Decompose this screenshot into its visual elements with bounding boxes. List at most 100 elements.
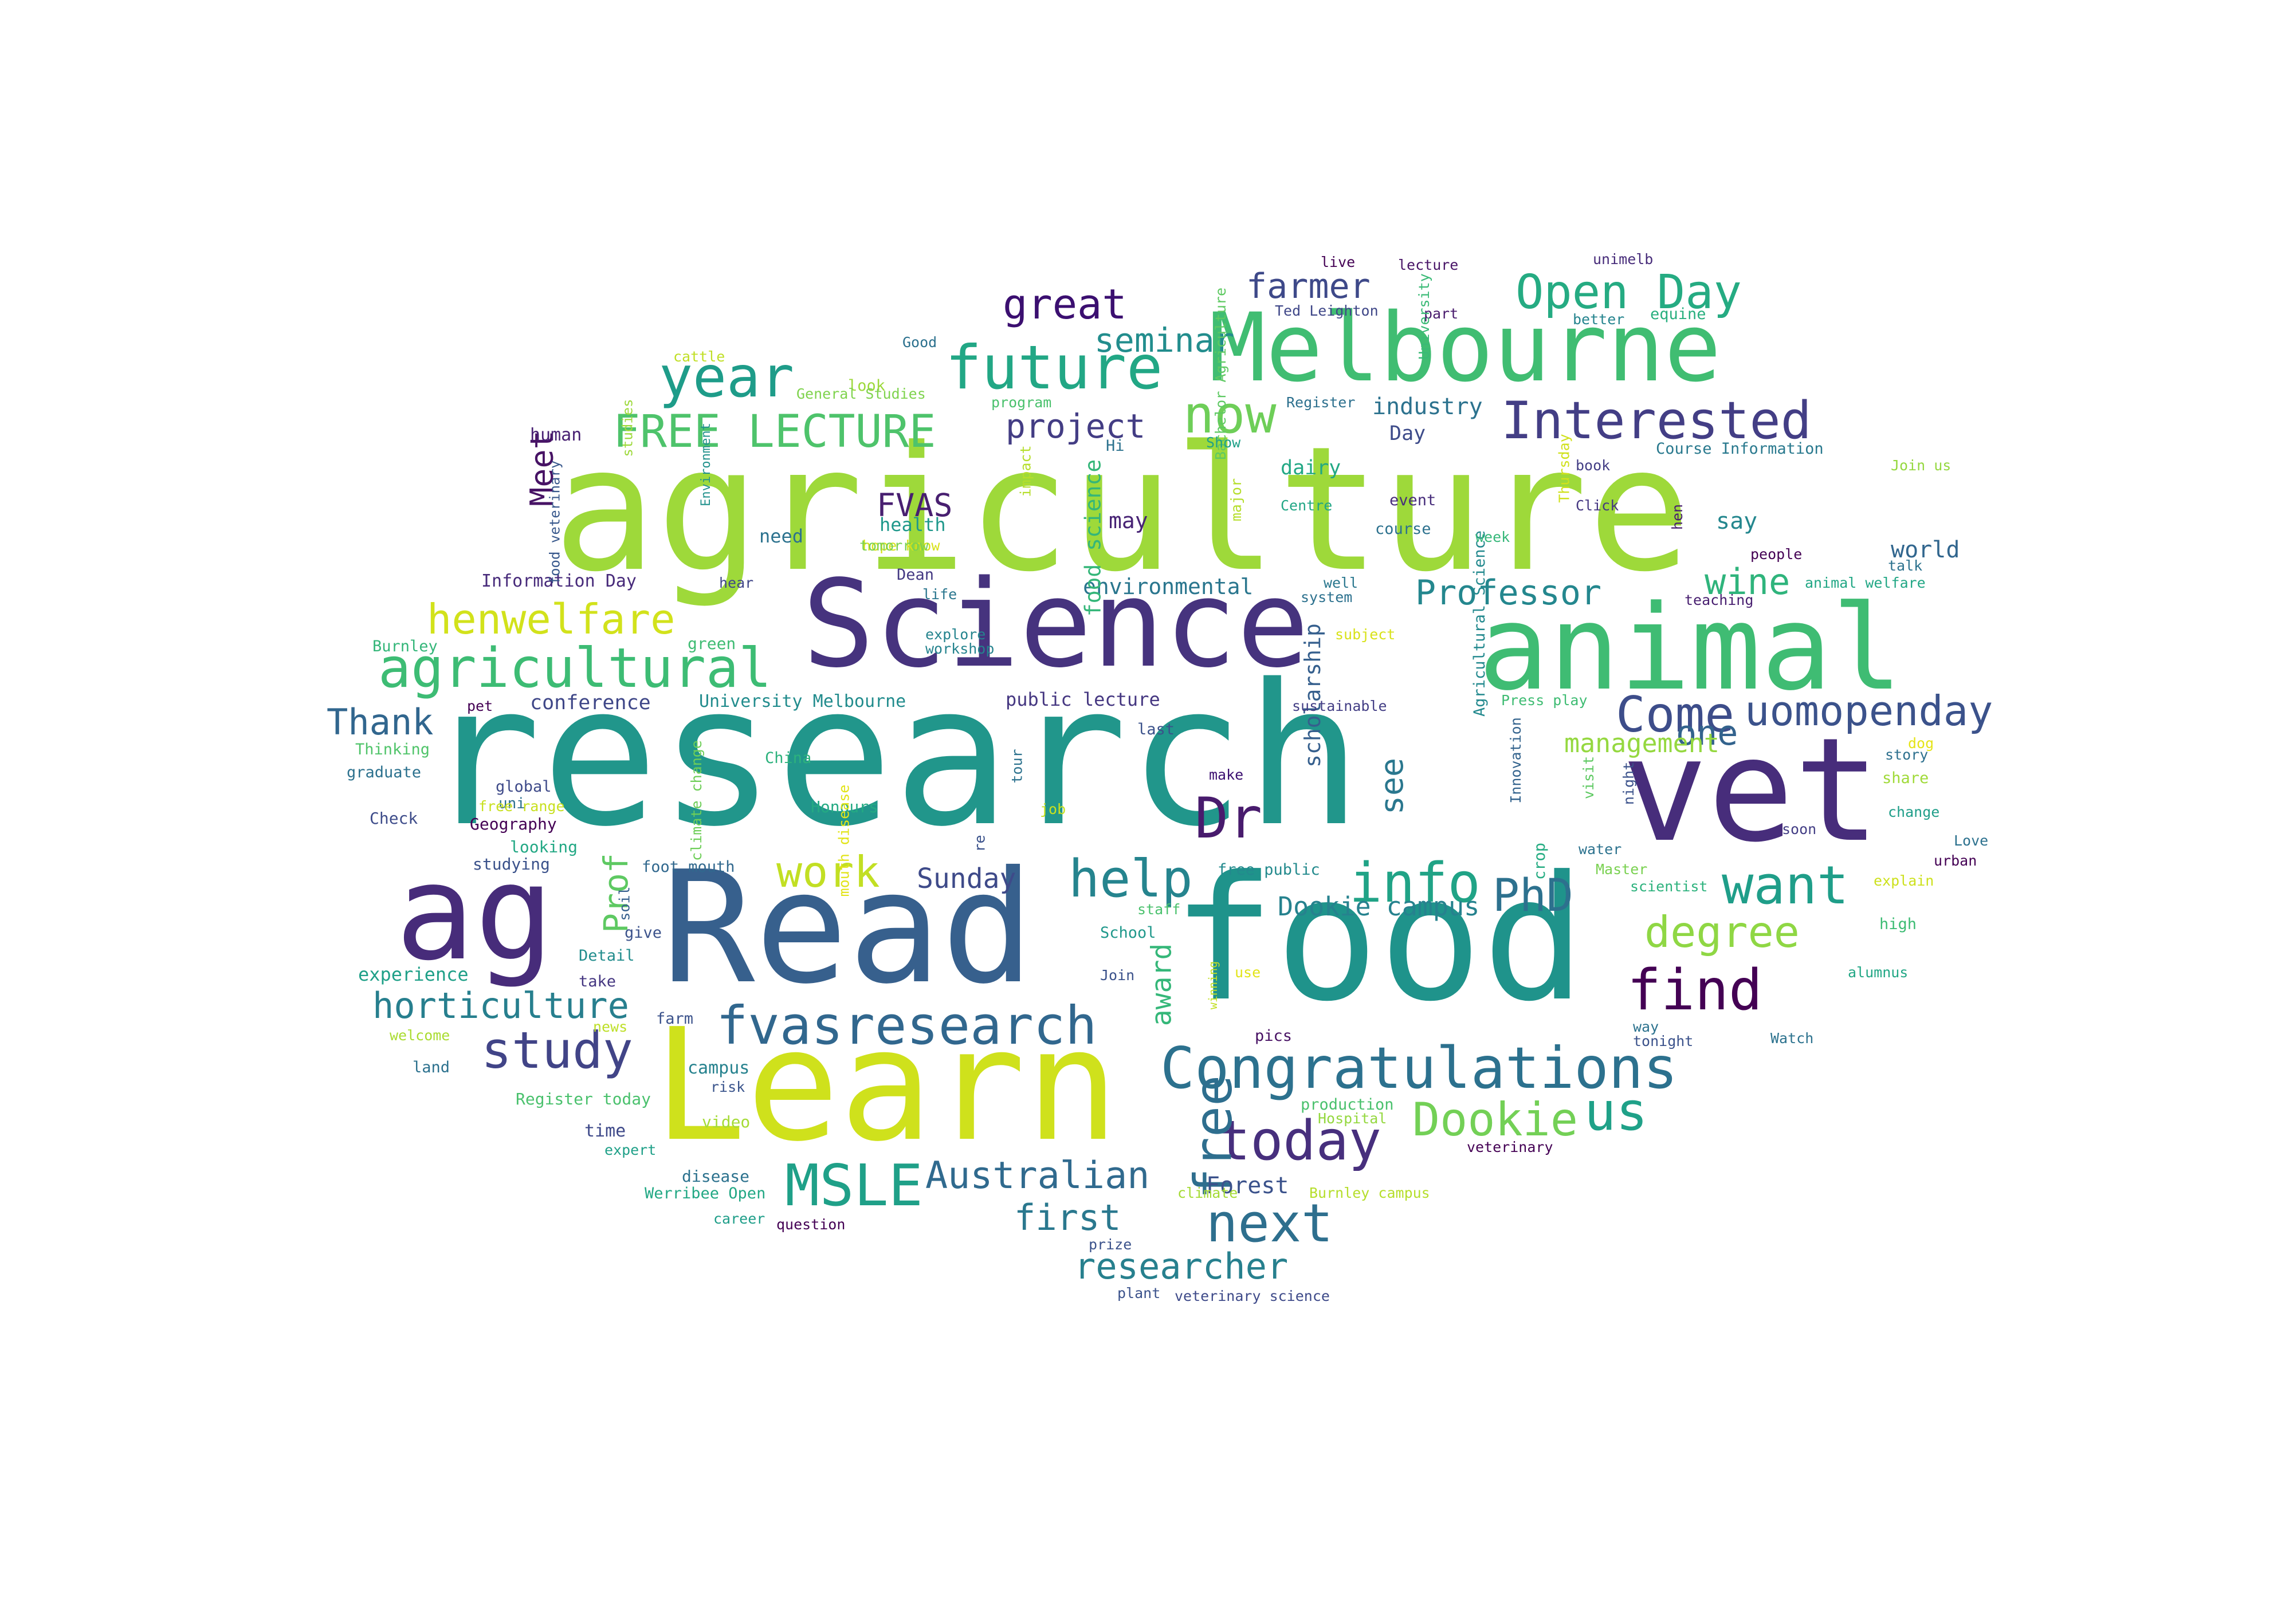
cloud-word: free range — [478, 798, 565, 815]
cloud-word: workshop — [925, 640, 995, 657]
cloud-word: today — [1218, 1110, 1381, 1173]
cloud-word: studies — [619, 399, 636, 457]
cloud-word: experience — [358, 964, 469, 985]
cloud-word: health — [879, 514, 946, 536]
cloud-word: better — [1573, 311, 1625, 328]
cloud-word: us — [1584, 1081, 1648, 1142]
cloud-word: Register today — [516, 1090, 651, 1108]
cloud-word: foot mouth — [642, 858, 735, 876]
cloud-word: people — [1750, 546, 1803, 563]
cloud-word: life — [922, 586, 957, 603]
cloud-word: Agricultural Science — [1471, 530, 1489, 717]
cloud-word: Interested — [1501, 391, 1812, 451]
cloud-word: work — [776, 847, 880, 897]
cloud-word: PhD — [1493, 870, 1573, 922]
cloud-word: week — [1475, 529, 1510, 545]
cloud-word: Geography — [470, 815, 557, 833]
cloud-word: hear — [719, 575, 754, 591]
cloud-word: tomorrow — [859, 537, 929, 554]
cloud-word: story — [1885, 746, 1929, 763]
cloud-word: FVAS — [877, 487, 953, 524]
cloud-word: farm — [656, 1010, 694, 1028]
cloud-word: soil — [616, 886, 633, 921]
cloud-word: high — [1879, 915, 1917, 933]
cloud-word: change — [1888, 804, 1940, 820]
cloud-word: looking — [510, 837, 578, 856]
cloud-word: green — [688, 634, 736, 653]
cloud-word: General Studies — [796, 386, 926, 402]
cloud-word: winning — [1206, 961, 1220, 1010]
cloud-word: Register — [1286, 394, 1356, 411]
cloud-word: want — [1722, 855, 1849, 916]
cloud-word: farmer — [1246, 266, 1371, 306]
cloud-word: visit — [1580, 756, 1597, 800]
cloud-word: explain — [1874, 872, 1934, 889]
cloud-word: lecture — [1398, 257, 1459, 273]
cloud-word: food science — [1080, 459, 1106, 617]
cloud-word: Science — [802, 554, 1310, 694]
cloud-word: talk — [1888, 557, 1923, 574]
cloud-word: Watch — [1770, 1030, 1814, 1047]
cloud-word: veterinary — [1467, 1139, 1553, 1155]
cloud-word: urban — [1934, 852, 1977, 869]
cloud-word: Show — [1206, 434, 1241, 451]
cloud-word: Press play — [1501, 692, 1588, 709]
cloud-word: Good — [902, 334, 937, 351]
cloud-word: video — [702, 1112, 751, 1131]
cloud-word: Forest — [1206, 1173, 1289, 1199]
cloud-word: make — [1209, 766, 1244, 783]
cloud-word: animal welfare — [1805, 575, 1926, 591]
cloud-word: management — [1564, 728, 1719, 758]
cloud-word: environmental — [1083, 574, 1254, 599]
cloud-word: share — [1882, 769, 1929, 787]
cloud-word: veterinary science — [1175, 1288, 1330, 1304]
cloud-word: Thursday — [1556, 434, 1573, 503]
cloud-word: staff — [1137, 901, 1181, 918]
cloud-word: Join — [1100, 967, 1135, 984]
cloud-word: book — [1576, 457, 1611, 474]
cloud-word: say — [1716, 508, 1758, 534]
cloud-word: Course Information — [1656, 440, 1824, 458]
cloud-word: mouth disease — [835, 784, 853, 897]
cloud-word: welcome — [390, 1027, 450, 1044]
cloud-word: award — [1145, 943, 1178, 1027]
cloud-word: night — [1620, 761, 1638, 805]
cloud-word: course — [1375, 520, 1431, 538]
cloud-word: impact — [1017, 445, 1034, 497]
cloud-word: Open Day — [1515, 265, 1742, 320]
cloud-word: future — [945, 333, 1163, 403]
cloud-word: Detail — [579, 947, 635, 965]
cloud-word: give — [625, 924, 662, 942]
cloud-word: prize — [1089, 1236, 1132, 1253]
cloud-word: well — [1324, 575, 1358, 591]
cloud-word: tour — [1008, 749, 1026, 784]
cloud-word: School — [1100, 924, 1156, 942]
cloud-word: alumnus — [1848, 964, 1909, 981]
cloud-word: crop — [1531, 842, 1549, 880]
cloud-word: Love — [1954, 832, 1989, 849]
cloud-word: Werribee Open — [645, 1185, 766, 1202]
cloud-word: Day — [1389, 422, 1426, 445]
cloud-word: project — [1006, 407, 1146, 446]
cloud-word: Burnley campus — [1309, 1185, 1430, 1201]
cloud-word: Click — [1576, 497, 1619, 514]
cloud-word: Melbourne — [1209, 293, 1722, 403]
cloud-word: Learn — [653, 995, 1119, 1175]
cloud-word: live — [1321, 254, 1356, 270]
cloud-word: Centre — [1281, 497, 1333, 514]
cloud-word: Dookie — [1412, 1093, 1578, 1146]
cloud-word: hope know — [862, 537, 940, 554]
cloud-word: event — [1389, 491, 1436, 509]
cloud-word: info — [1349, 852, 1481, 915]
cloud-word: study — [481, 1021, 633, 1080]
cloud-word: dog — [1908, 735, 1934, 752]
cloud-word: Thinking — [355, 741, 430, 758]
cloud-word: look — [848, 377, 886, 395]
cloud-word: Check — [370, 809, 418, 828]
cloud-word: sustainable — [1292, 698, 1387, 714]
cloud-word: University — [1415, 273, 1432, 360]
cloud-word: conference — [530, 691, 651, 714]
cloud-word: news — [593, 1019, 628, 1035]
cloud-word: explore — [925, 626, 986, 643]
cloud-word: first — [1014, 1197, 1121, 1238]
